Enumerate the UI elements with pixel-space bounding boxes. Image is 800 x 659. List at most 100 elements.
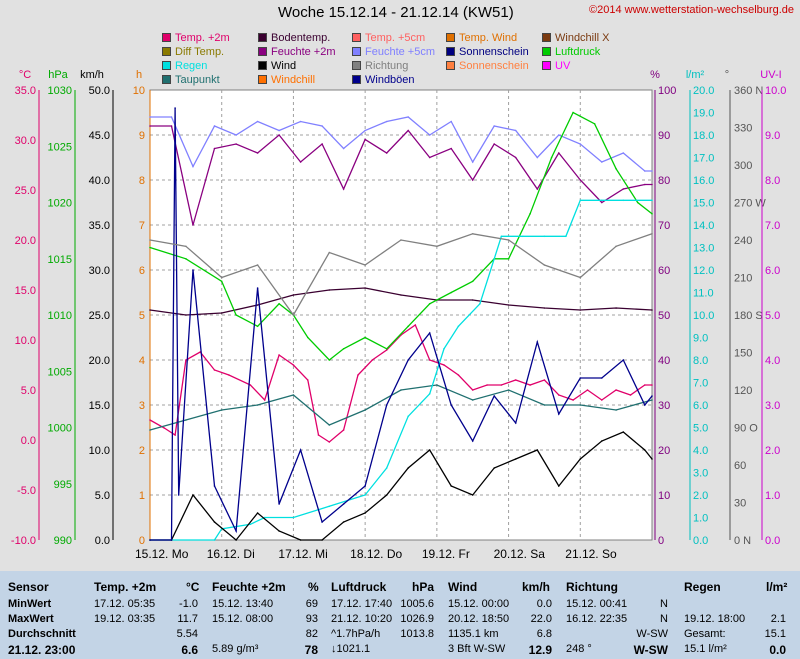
table-cell: 15.12. 00:00	[448, 598, 510, 610]
data-point	[321, 539, 323, 541]
day-label: 16.12. Di	[207, 547, 255, 561]
data-point	[601, 161, 603, 163]
data-point	[536, 188, 539, 190]
copyright-link[interactable]: ©2014 www.wetterstation-wechselburg.de	[589, 4, 794, 16]
data-point	[500, 235, 503, 238]
data-point	[213, 369, 216, 371]
direction-tick-label: 360 N	[734, 85, 763, 97]
data-point	[256, 287, 259, 289]
data-point	[278, 134, 280, 136]
data-point	[558, 394, 560, 396]
data-point	[149, 125, 151, 127]
data-point	[507, 389, 510, 391]
pressure-tick-label: 1005	[48, 366, 72, 378]
data-point	[529, 213, 531, 215]
data-point	[522, 235, 524, 238]
legend-swatch	[162, 33, 171, 42]
data-point	[256, 404, 259, 406]
data-point	[185, 419, 187, 421]
humidity-tick-label: 50	[658, 310, 670, 322]
data-point	[579, 143, 582, 145]
legend-swatch	[352, 47, 361, 56]
data-point	[615, 389, 617, 391]
table-cell: 0.0	[769, 643, 786, 657]
temp-tick-label: 30.0	[15, 135, 36, 147]
data-point	[249, 523, 252, 526]
rain-tick-label: 5.0	[693, 423, 708, 435]
uv-tick-label: 9.0	[765, 130, 780, 142]
data-point	[299, 120, 302, 123]
pressure-tick-label: 990	[54, 535, 72, 547]
data-point	[428, 359, 431, 361]
table-cell: 248 °	[566, 643, 592, 655]
data-point	[256, 325, 259, 328]
rain-tick-label: 3.0	[693, 468, 708, 480]
data-point	[507, 304, 510, 306]
data-point	[543, 264, 546, 266]
data-point	[364, 129, 366, 132]
legend-swatch	[446, 47, 455, 56]
data-point	[558, 134, 560, 136]
humidity-tick-label: 10	[658, 490, 670, 502]
data-point	[622, 431, 625, 433]
data-point	[572, 399, 574, 401]
sun-tick-label: 0	[139, 535, 145, 547]
data-point	[615, 307, 617, 309]
rain-tick-label: 11.0	[693, 288, 714, 300]
data-point	[192, 165, 194, 168]
rain-tick-label: 9.0	[693, 333, 708, 345]
data-point	[529, 384, 531, 386]
data-point	[644, 170, 646, 172]
wind-axis-unit: km/h	[80, 69, 104, 81]
data-point	[185, 258, 187, 260]
legend-item: Wind	[258, 60, 296, 73]
data-point	[357, 374, 359, 376]
data-point	[192, 224, 194, 226]
data-point	[385, 349, 388, 351]
data-point	[192, 494, 194, 496]
data-point	[342, 348, 345, 350]
data-point	[278, 129, 280, 132]
day-label: 19.12. Fr	[422, 547, 470, 561]
data-point	[450, 404, 453, 406]
temp-tick-label: 0.0	[21, 435, 36, 447]
legend-swatch	[162, 61, 171, 70]
pressure-tick-label: 995	[54, 479, 72, 491]
legend-label: Feuchte +2m	[271, 46, 336, 58]
data-point	[601, 201, 603, 204]
data-point	[292, 294, 295, 296]
table-cell: 21.12. 23:00	[8, 643, 76, 657]
uv-tick-label: 3.0	[765, 400, 780, 412]
temp-tick-label: 35.0	[15, 85, 36, 97]
wind-tick-label: 30.0	[89, 265, 110, 277]
data-point	[407, 129, 410, 132]
data-point	[500, 384, 503, 386]
data-point	[400, 389, 402, 391]
data-point	[471, 389, 474, 391]
data-point	[450, 120, 453, 123]
data-point	[493, 143, 496, 145]
data-point	[407, 415, 410, 418]
rain-tick-label: 12.0	[693, 265, 714, 277]
data-point	[436, 384, 438, 386]
data-point	[185, 359, 187, 361]
table-cell: 6.6	[181, 643, 198, 657]
table-cell: 17.12. 05:35	[94, 598, 156, 610]
wind-tick-label: 10.0	[89, 445, 110, 457]
legend-swatch	[542, 33, 551, 42]
table-cell: 15.1 l/m²	[684, 643, 727, 655]
temp-tick-label: 5.0	[21, 385, 36, 397]
data-point	[177, 494, 180, 496]
table-cell: 1026.9	[400, 613, 434, 625]
uv-tick-label: 4.0	[765, 355, 780, 367]
data-point	[558, 413, 560, 415]
legend-item: Temp. Wind	[446, 32, 517, 45]
temp-axis-unit: °C	[19, 69, 31, 81]
wind-tick-label: 35.0	[89, 220, 110, 232]
data-point	[292, 364, 295, 366]
data-point	[149, 246, 151, 249]
data-point	[479, 303, 481, 305]
table-cell: N	[660, 613, 668, 625]
data-point	[558, 485, 560, 487]
pressure-axis-unit: hPa	[48, 69, 68, 81]
